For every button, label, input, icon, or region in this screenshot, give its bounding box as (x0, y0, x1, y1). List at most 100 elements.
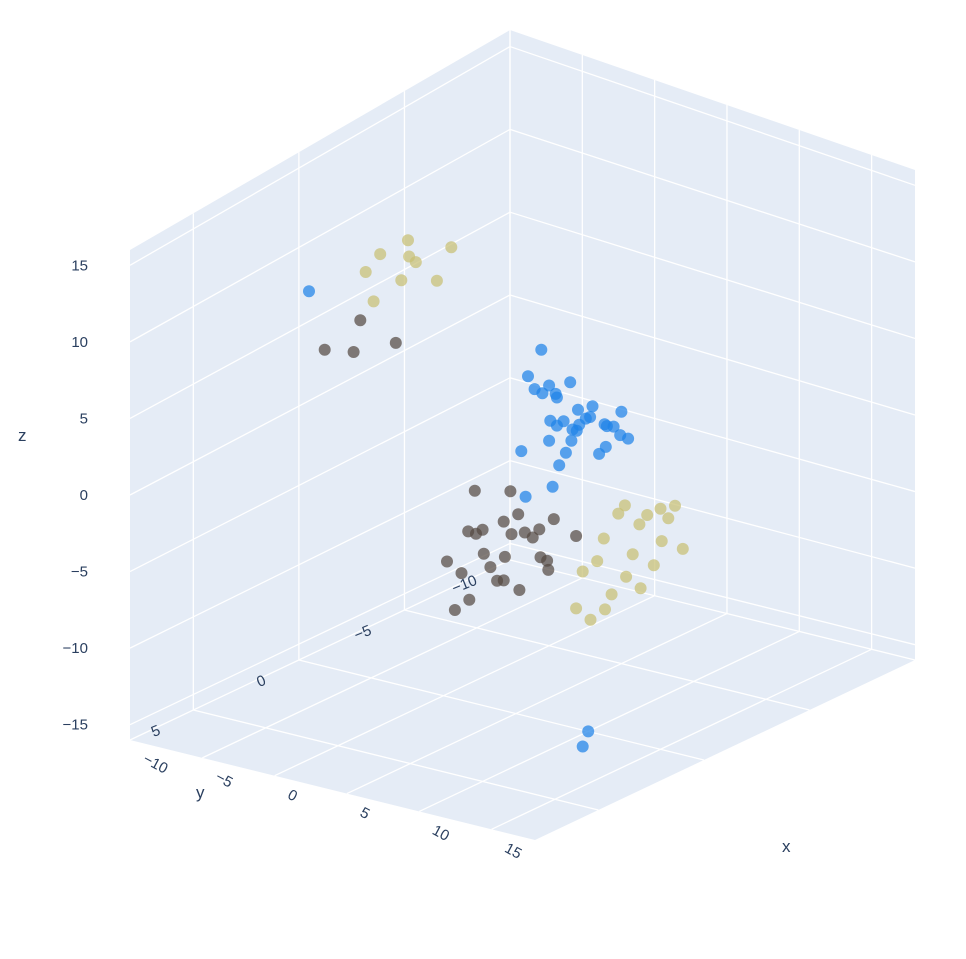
grid-line (509, 45, 916, 186)
series-2-point (626, 548, 639, 561)
series-2-point (584, 613, 597, 626)
series-2-point (612, 507, 625, 520)
series-2-point (599, 603, 611, 616)
z-axis-title: z (18, 426, 27, 445)
z-tick-label: −10 (63, 640, 88, 657)
series-2-point (570, 602, 583, 615)
z-tick-label: −15 (63, 717, 88, 734)
series-0-point (599, 440, 612, 453)
grid-line (193, 709, 599, 811)
series-1-point (547, 513, 560, 526)
axis-panes (130, 30, 915, 840)
series-0-point (622, 432, 635, 445)
grid-lines (129, 30, 916, 830)
grid-line (509, 294, 916, 416)
series-1-point (354, 314, 367, 327)
z-tick-label: 10 (71, 334, 88, 351)
series-1-point (542, 563, 555, 576)
series-1-point (448, 604, 461, 616)
series-0-point (546, 480, 559, 493)
z-tick-label: 5 (80, 410, 88, 427)
series-0-point (576, 740, 589, 753)
series-0-point (550, 419, 563, 432)
z-tick-label: 0 (80, 487, 88, 504)
series-1-point (476, 523, 489, 536)
series-1-point (533, 523, 546, 536)
data-points (303, 234, 689, 753)
series-2-point (620, 570, 633, 583)
series-2-point (662, 512, 675, 525)
series-1-point (570, 530, 583, 542)
series-2-point (633, 518, 646, 531)
series-1-point (513, 584, 526, 596)
series-1-point (477, 547, 490, 560)
series-1-point (484, 561, 497, 574)
x-tick-label: −10 (140, 751, 170, 778)
x-tick-label: −5 (212, 768, 235, 791)
series-2-point (597, 532, 610, 545)
x-tick-label: 0 (285, 786, 300, 805)
series-0-point (519, 490, 532, 503)
series-2-point (655, 535, 668, 548)
series-1-point (497, 574, 510, 587)
series-1-point (518, 526, 531, 539)
series-1-point (441, 555, 453, 568)
series-0-point (572, 403, 584, 416)
series-0-point (536, 387, 549, 400)
axis-pane (130, 560, 915, 840)
series-1-point (462, 525, 475, 538)
series-1-point (468, 484, 481, 497)
series-2-point (445, 241, 458, 254)
series-2-point (647, 559, 660, 572)
series-0-point (582, 725, 595, 738)
series-2-point (374, 248, 387, 261)
y-axis-title: y (196, 783, 205, 802)
grid-line (509, 377, 916, 493)
series-0-point (543, 434, 556, 447)
series-2-point (654, 502, 667, 515)
series-1-point (497, 515, 510, 528)
series-2-point (676, 542, 689, 555)
x-tick-label: 5 (357, 804, 372, 823)
series-0-point (559, 446, 572, 459)
series-2-point (605, 588, 618, 601)
series-2-point (618, 499, 631, 512)
z-tick-label: −5 (71, 564, 88, 581)
series-1-point (504, 485, 517, 498)
series-2-point (402, 234, 414, 247)
grid-line (404, 609, 810, 711)
series-1-point (463, 593, 476, 606)
axis-pane (510, 30, 915, 660)
series-2-point (395, 274, 408, 287)
series-0-point (535, 343, 548, 356)
series-2-point (403, 250, 416, 263)
x-tick-label: 15 (502, 840, 525, 863)
series-0-point (303, 285, 315, 298)
grid-line (509, 542, 916, 646)
grid-line (298, 659, 705, 761)
series-2-point (359, 266, 372, 278)
series-0-point (570, 424, 583, 437)
series-2-point (367, 295, 380, 308)
z-tick-label: 15 (71, 257, 88, 274)
series-2-point (641, 509, 654, 521)
series-1-point (505, 528, 518, 541)
series-1-point (498, 550, 511, 563)
series-1-point (455, 567, 468, 580)
series-0-point (615, 405, 628, 418)
axis-pane (130, 30, 510, 740)
grid-line (509, 211, 916, 340)
series-2-point (430, 274, 443, 287)
series-0-point (564, 376, 577, 389)
series-1-point (389, 336, 402, 349)
series-0-point (515, 445, 528, 458)
series-2-point (576, 565, 589, 578)
series-2-point (591, 555, 604, 568)
grid-line (509, 459, 916, 569)
series-1-point (512, 508, 525, 521)
series-1-point (534, 551, 547, 564)
x-tick-label: 10 (429, 822, 452, 845)
series-0-point (549, 387, 562, 400)
series-0-point (600, 420, 613, 433)
